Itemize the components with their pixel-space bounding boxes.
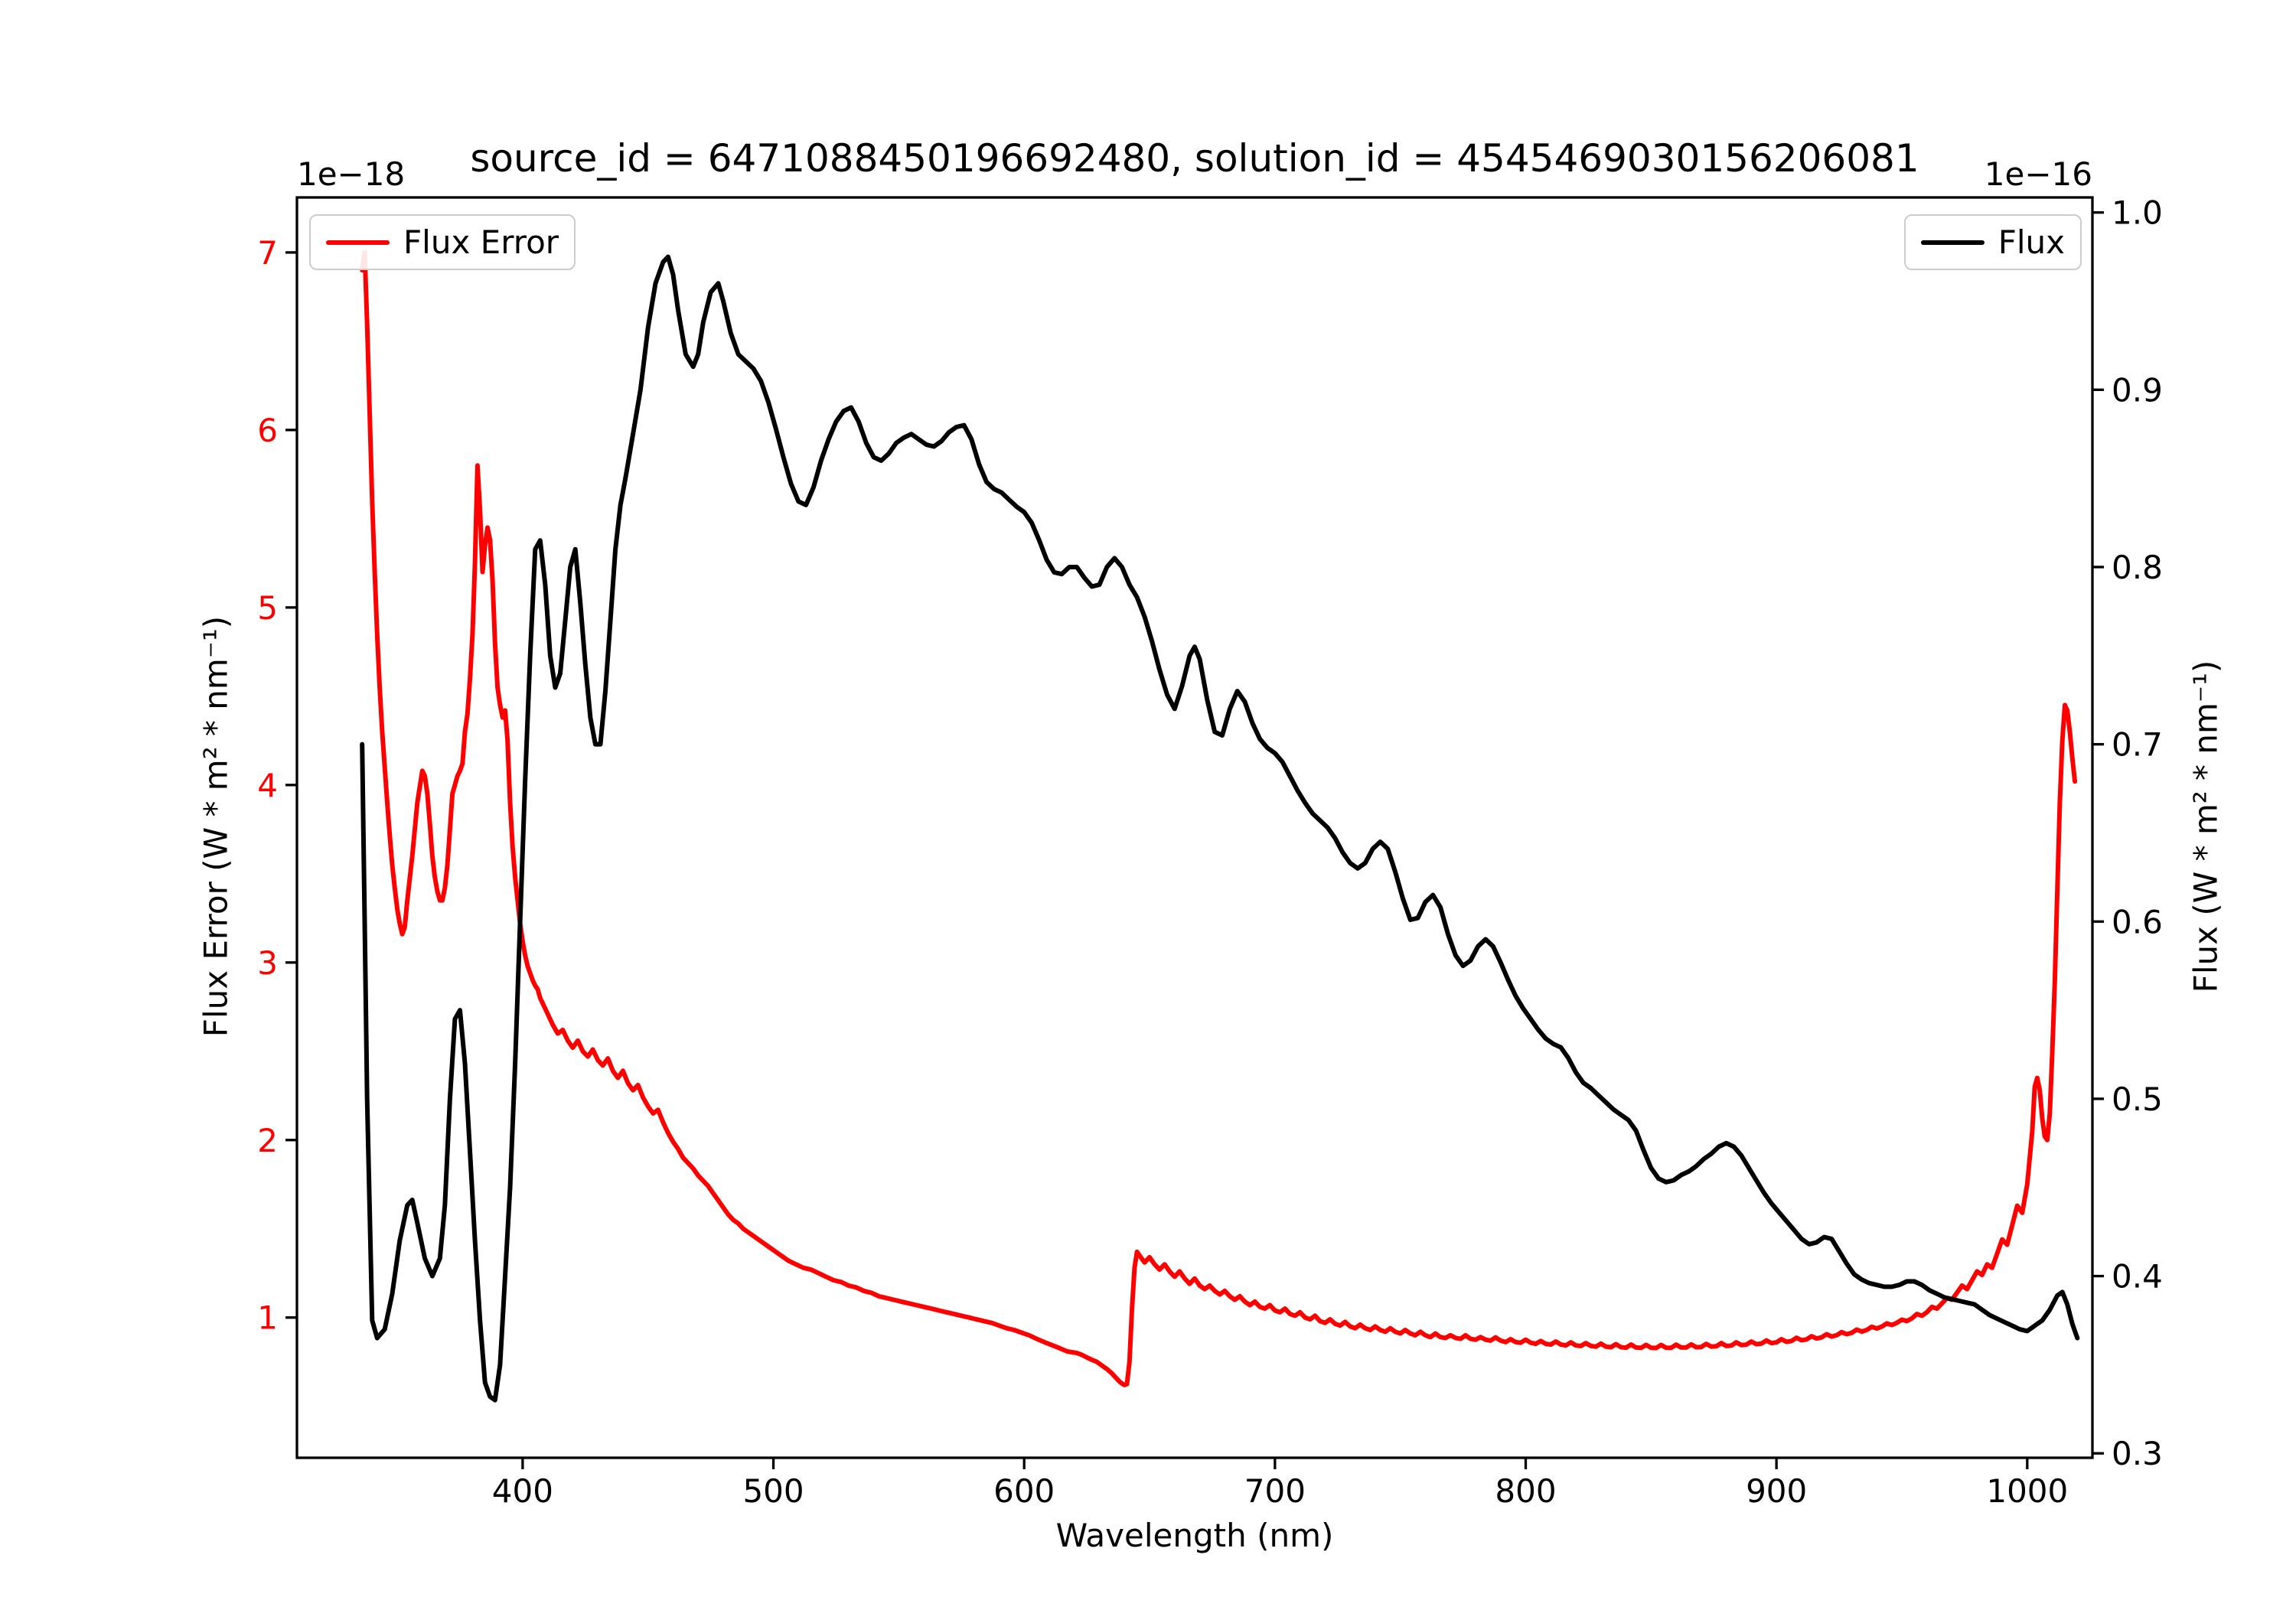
flux-line bbox=[360, 254, 2080, 1403]
x-tick-label: 800 bbox=[1495, 1472, 1556, 1510]
right-y-tick-label: 0.3 bbox=[2112, 1435, 2163, 1472]
right-y-tick-label: 0.5 bbox=[2112, 1081, 2163, 1118]
x-tick-label: 1000 bbox=[1986, 1472, 2068, 1510]
left-y-tick-label: 6 bbox=[257, 412, 278, 449]
left-y-tick-label: 4 bbox=[257, 767, 278, 804]
left-y-tick-label: 5 bbox=[257, 589, 278, 627]
right-y-tick-label: 0.6 bbox=[2112, 903, 2163, 940]
x-tick-label: 900 bbox=[1746, 1472, 1807, 1510]
x-tick-label: 400 bbox=[492, 1472, 553, 1510]
right-y-tick-label: 1.0 bbox=[2112, 194, 2163, 232]
legend-flux-error: Flux Error bbox=[309, 214, 576, 270]
left-y-tick-label: 7 bbox=[257, 234, 278, 272]
left-y-tick-label: 2 bbox=[257, 1122, 278, 1159]
x-axis-label: Wavelength (nm) bbox=[1055, 1517, 1334, 1554]
right-y-tick-label: 0.8 bbox=[2112, 549, 2163, 586]
right-axis-offset-text: 1e−16 bbox=[1984, 155, 2092, 193]
axes-frame bbox=[295, 196, 2094, 1459]
left-y-tick-label: 1 bbox=[257, 1299, 278, 1337]
right-y-tick-label: 0.9 bbox=[2112, 371, 2163, 409]
legend-flux-error-label: Flux Error bbox=[403, 223, 559, 261]
x-tick-label: 600 bbox=[993, 1472, 1055, 1510]
left-y-tick-label: 3 bbox=[257, 944, 278, 982]
left-axis-offset-text: 1e−18 bbox=[297, 155, 406, 193]
legend-flux-label: Flux bbox=[1998, 223, 2065, 261]
chart-title: source_id = 6471088450196692480, solutio… bbox=[470, 136, 1919, 181]
flux-error-legend-line-icon bbox=[326, 240, 390, 245]
flux-error-line bbox=[360, 249, 2078, 1387]
flux-legend-line-icon bbox=[1920, 240, 1985, 245]
legend-flux: Flux bbox=[1903, 214, 2082, 270]
right-y-tick-label: 0.4 bbox=[2112, 1258, 2163, 1296]
x-tick-label: 700 bbox=[1244, 1472, 1306, 1510]
x-tick-label: 500 bbox=[742, 1472, 804, 1510]
right-y-tick-label: 0.7 bbox=[2112, 726, 2163, 764]
